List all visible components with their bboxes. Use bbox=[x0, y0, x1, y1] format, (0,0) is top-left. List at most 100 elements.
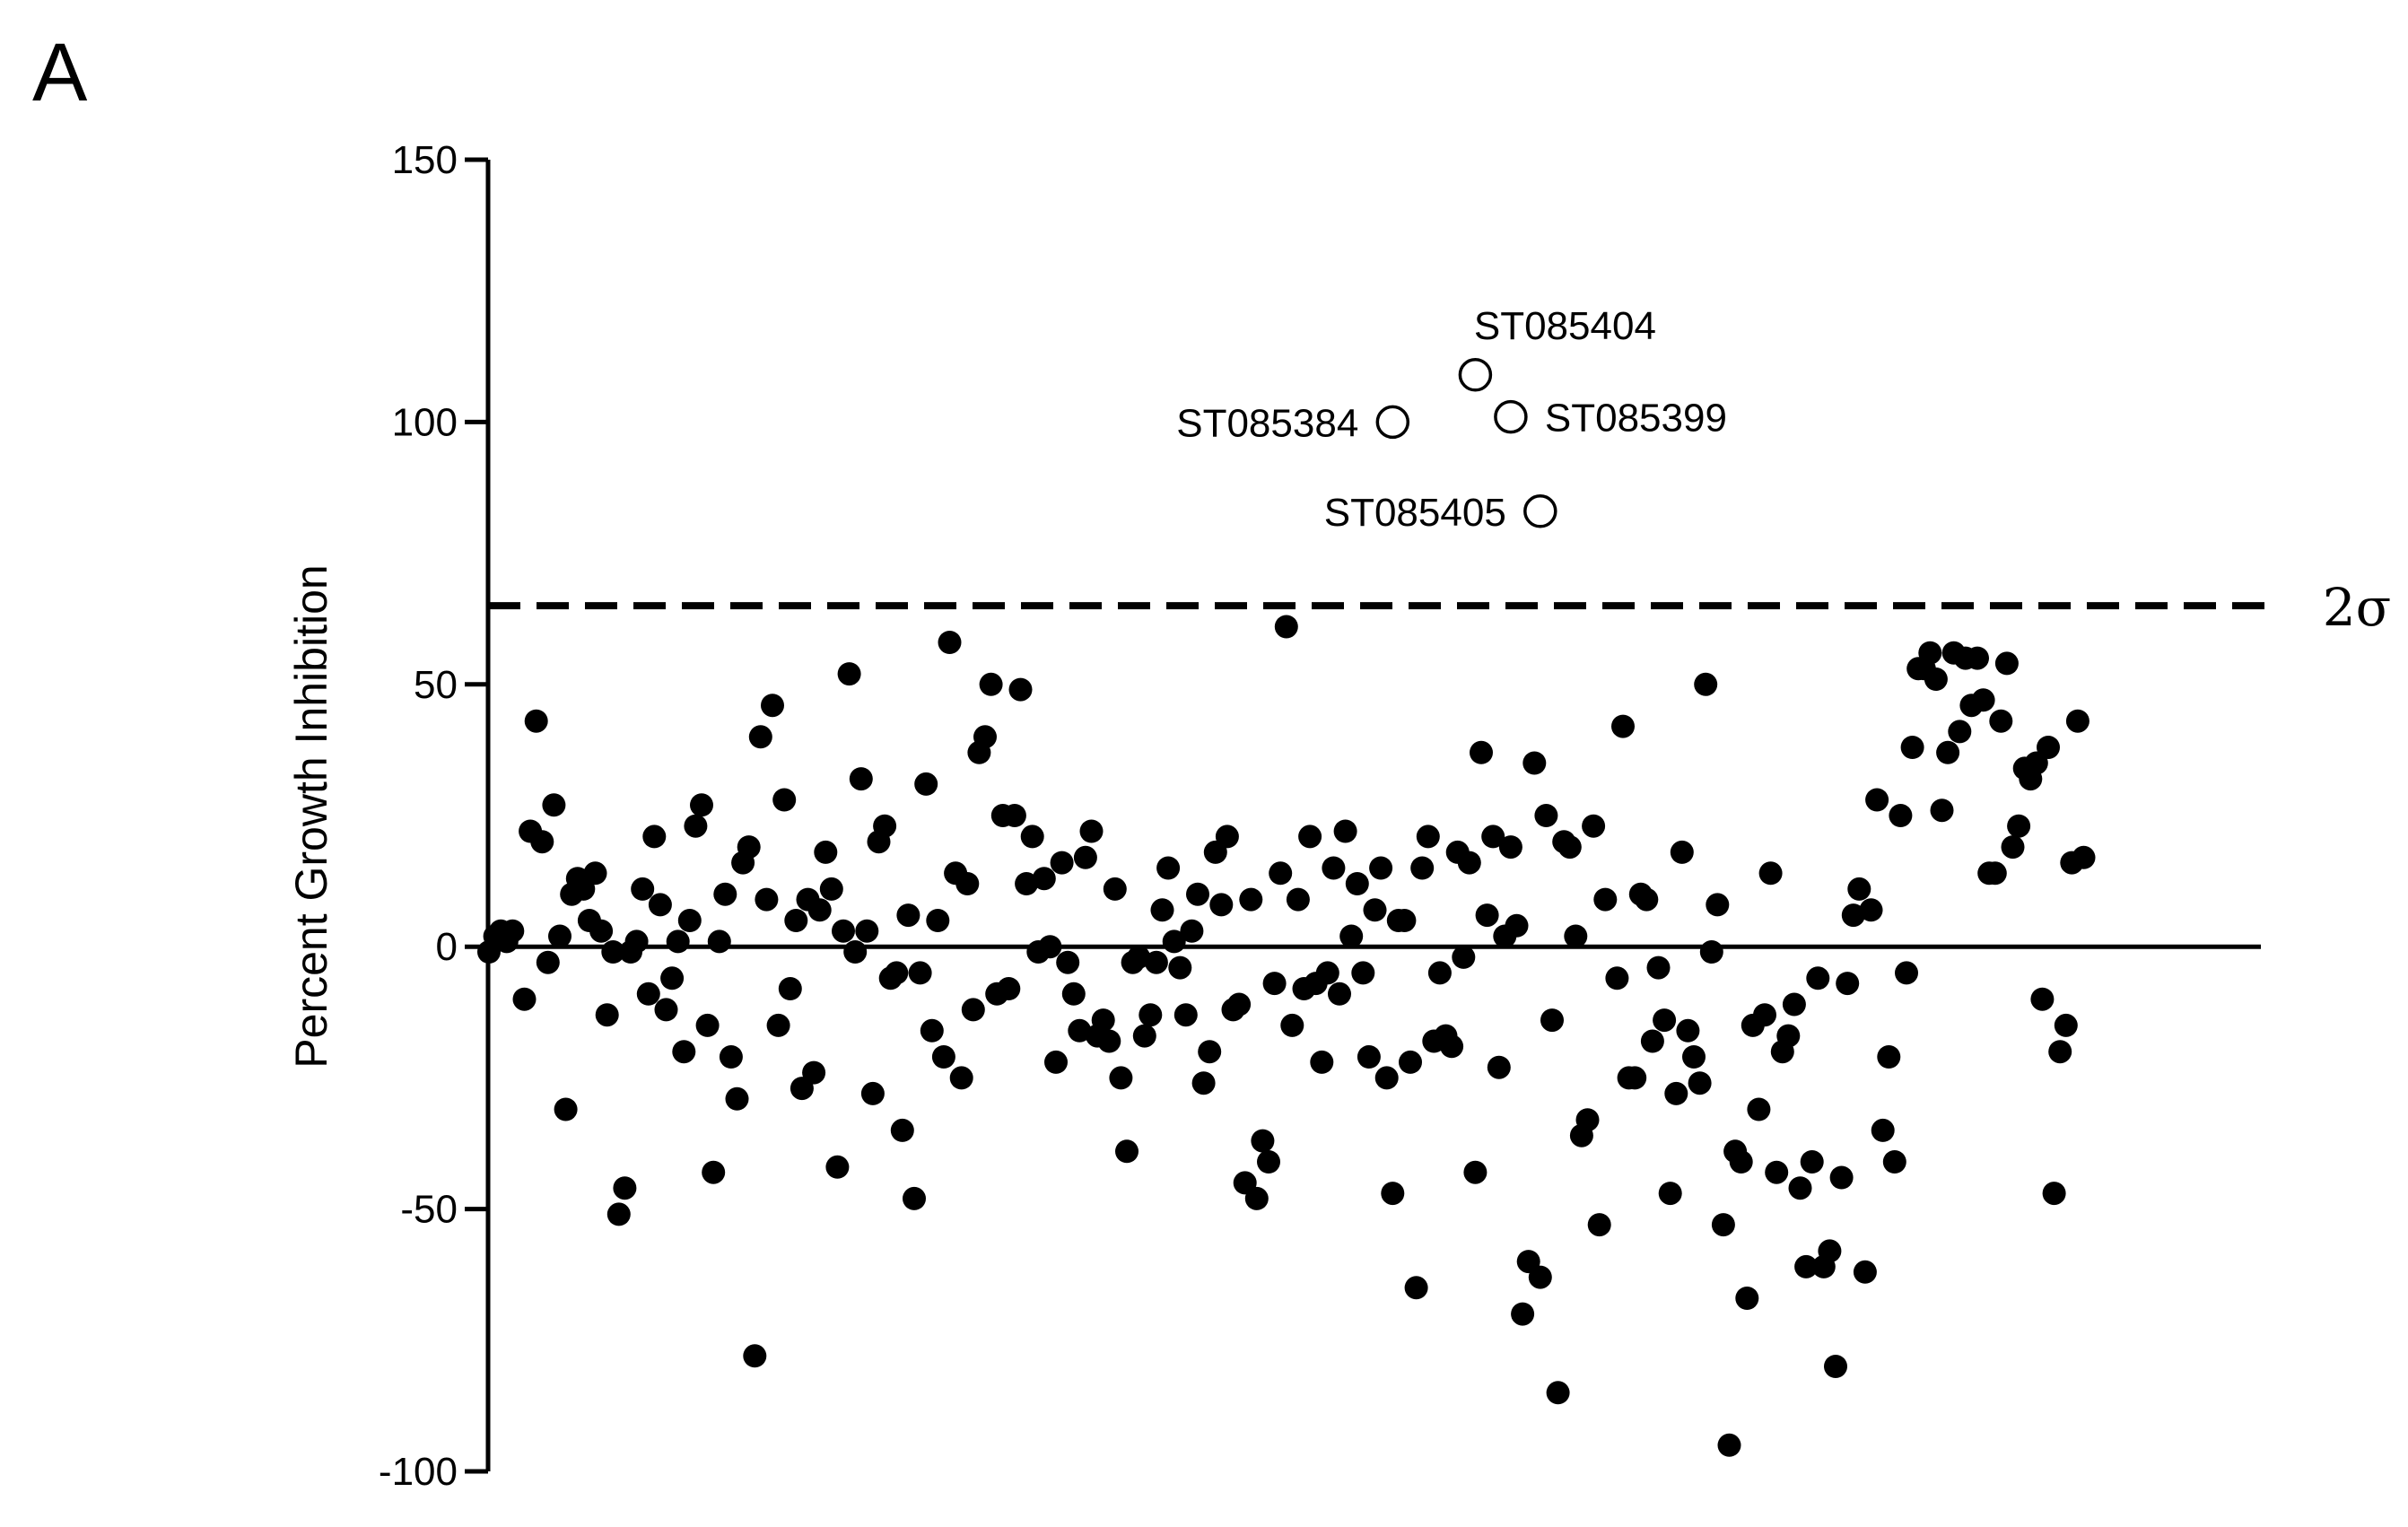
data-point bbox=[1457, 851, 1481, 875]
data-point bbox=[908, 961, 932, 985]
two-sigma-label: 2σ bbox=[2323, 577, 2392, 638]
data-point bbox=[1127, 945, 1151, 969]
data-point bbox=[1286, 887, 1310, 912]
data-point bbox=[1670, 840, 1694, 864]
data-point bbox=[1191, 1071, 1216, 1095]
data-point bbox=[890, 1118, 914, 1142]
data-point bbox=[1227, 992, 1252, 1017]
data-point bbox=[1150, 898, 1174, 922]
data-point bbox=[896, 903, 920, 928]
data-point bbox=[814, 840, 838, 864]
data-point bbox=[524, 709, 548, 733]
data-point bbox=[1186, 882, 1209, 906]
data-point bbox=[654, 998, 678, 1022]
data-point bbox=[1688, 1071, 1712, 1095]
data-point bbox=[843, 940, 868, 964]
data-point bbox=[748, 725, 772, 749]
data-point bbox=[860, 1081, 885, 1105]
data-point bbox=[920, 1018, 944, 1043]
compound-label: ST085384 bbox=[1176, 401, 1358, 445]
data-point bbox=[1765, 1160, 1789, 1184]
data-point bbox=[1061, 982, 1086, 1006]
data-point bbox=[1522, 751, 1547, 775]
data-point bbox=[1824, 1355, 1847, 1378]
data-point bbox=[807, 898, 832, 922]
data-point bbox=[755, 887, 779, 912]
panel-label: A bbox=[32, 27, 88, 118]
data-point bbox=[1162, 929, 1186, 954]
compound-label: ST085405 bbox=[1324, 491, 1506, 535]
data-point bbox=[1399, 1050, 1422, 1074]
data-point bbox=[1345, 872, 1369, 895]
data-point bbox=[1115, 1139, 1139, 1164]
data-point bbox=[1333, 819, 1357, 843]
data-point bbox=[1753, 1003, 1776, 1027]
data-point bbox=[1646, 955, 1671, 980]
data-point bbox=[737, 835, 761, 859]
data-point bbox=[690, 793, 713, 817]
data-point bbox=[784, 909, 808, 932]
highlighted-data-point bbox=[1523, 494, 1557, 528]
data-point bbox=[1635, 887, 1659, 912]
data-point bbox=[961, 998, 985, 1022]
data-point bbox=[719, 1045, 743, 1069]
data-point bbox=[1966, 646, 1989, 670]
data-point bbox=[1900, 736, 1924, 759]
data-point bbox=[1374, 1066, 1399, 1090]
data-point bbox=[1853, 1260, 1877, 1284]
data-point bbox=[855, 919, 879, 943]
data-point bbox=[1800, 1150, 1824, 1174]
data-point bbox=[1470, 740, 1493, 764]
data-point bbox=[1038, 935, 1062, 959]
data-point bbox=[1735, 1287, 1759, 1310]
data-point bbox=[1404, 1276, 1428, 1300]
data-point bbox=[1032, 867, 1056, 891]
data-point bbox=[1498, 835, 1522, 859]
data-point bbox=[1546, 1381, 1570, 1405]
data-points-filled bbox=[477, 615, 2096, 1457]
data-point bbox=[2001, 835, 2025, 859]
data-point bbox=[1653, 1008, 1677, 1033]
data-point bbox=[725, 1086, 749, 1111]
highlighted-data-point bbox=[1458, 358, 1493, 392]
data-point bbox=[1020, 825, 1044, 849]
data-point bbox=[761, 694, 784, 718]
data-point bbox=[1564, 924, 1588, 948]
data-point bbox=[849, 767, 873, 791]
data-point bbox=[677, 909, 702, 932]
data-point bbox=[778, 977, 802, 1000]
data-point bbox=[802, 1060, 826, 1085]
data-point bbox=[1776, 1024, 1801, 1048]
data-point bbox=[1717, 1433, 1741, 1457]
data-point bbox=[672, 1040, 696, 1064]
data-point bbox=[1699, 940, 1723, 964]
data-point bbox=[660, 966, 685, 990]
y-tick-label: 0 bbox=[436, 925, 458, 969]
data-point bbox=[1540, 1008, 1564, 1033]
data-point bbox=[1322, 856, 1346, 880]
data-point bbox=[1682, 1045, 1706, 1069]
data-point bbox=[2007, 814, 2031, 838]
data-point bbox=[713, 882, 737, 906]
data-point bbox=[1865, 788, 1889, 812]
data-point bbox=[1582, 814, 1606, 838]
data-point bbox=[1363, 898, 1387, 922]
data-point bbox=[1948, 720, 1972, 744]
data-point bbox=[1097, 1029, 1121, 1053]
data-point bbox=[1132, 1024, 1156, 1048]
data-point bbox=[1244, 1186, 1269, 1210]
data-point bbox=[1729, 1150, 1753, 1174]
data-point bbox=[512, 987, 537, 1011]
data-point bbox=[1351, 961, 1375, 985]
data-point bbox=[1575, 1108, 1600, 1132]
data-point bbox=[1209, 893, 1234, 917]
data-point bbox=[1103, 877, 1127, 901]
data-point bbox=[1611, 714, 1635, 738]
compound-label: ST085399 bbox=[1545, 397, 1727, 441]
data-point bbox=[885, 961, 909, 985]
data-point bbox=[2042, 1182, 2066, 1206]
data-point bbox=[666, 929, 690, 954]
data-point bbox=[1676, 1018, 1700, 1043]
data-point bbox=[1050, 851, 1074, 875]
data-point bbox=[606, 1202, 631, 1226]
